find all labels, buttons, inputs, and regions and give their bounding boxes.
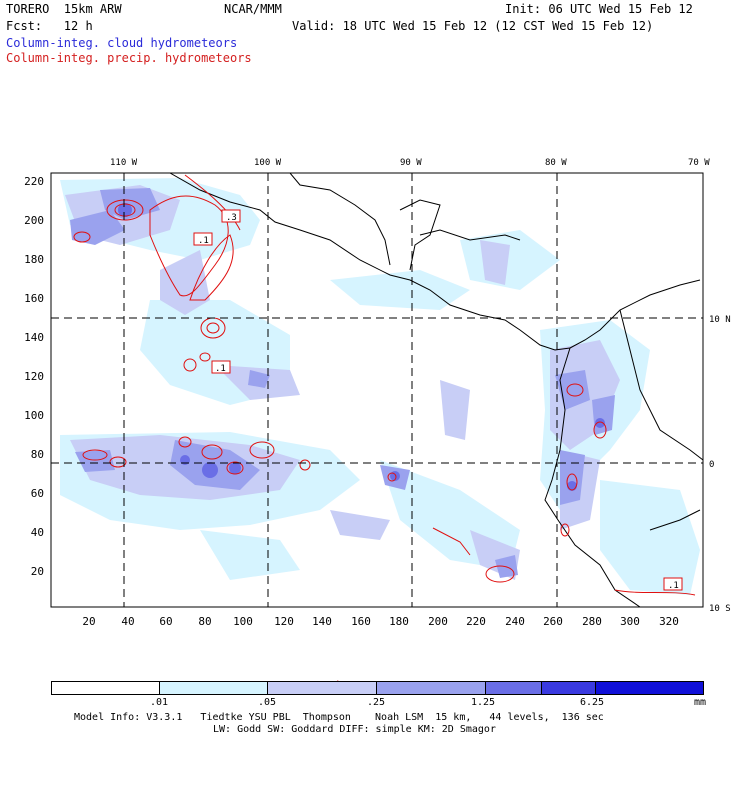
- y-label: 140: [24, 331, 44, 344]
- y-label: 40: [31, 526, 44, 539]
- coastlines: [169, 173, 703, 607]
- colorbar-segment: [268, 682, 377, 694]
- graticule: [51, 173, 703, 607]
- map-plot: .1 .3 .1 .1 110 W 100 W 90 W 80 W 70 W 1…: [24, 158, 731, 628]
- model-title: TORERO 15km ARW: [6, 2, 122, 16]
- x-label: 140: [312, 615, 332, 628]
- y-index-labels: 220 200 180 160 140 120 100 80 60 40 20: [24, 175, 44, 578]
- colorbar-tick: .05: [258, 697, 277, 708]
- precip-contours: [73, 174, 696, 596]
- colorbar-segment: [596, 682, 703, 694]
- latitude-labels: 10 N 0 10 S: [709, 315, 731, 614]
- model-info: Model Info: V3.3.1 Tiedtke YSU PBL Thomp…: [74, 712, 604, 723]
- colorbar-units: mm: [694, 697, 707, 708]
- valid-time: Valid: 18 UTC Wed 15 Feb 12 (12 CST Wed …: [292, 19, 654, 33]
- x-label: 40: [121, 615, 134, 628]
- contour-label: .1: [198, 236, 209, 246]
- lon-label: 90 W: [400, 158, 422, 168]
- y-label: 220: [24, 175, 44, 188]
- x-label: 180: [389, 615, 409, 628]
- colorbar-tick: .01: [150, 697, 169, 708]
- x-label: 100: [233, 615, 253, 628]
- y-label: 180: [24, 253, 44, 266]
- contour-label: .1: [215, 364, 226, 374]
- lat-label: 10 S: [709, 604, 731, 614]
- contour-label: .3: [226, 213, 237, 223]
- x-label: 220: [466, 615, 486, 628]
- longitude-labels: 110 W 100 W 90 W 80 W 70 W: [110, 158, 710, 168]
- colorbar-segment: [52, 682, 160, 694]
- contour-label-boxes: .1 .3 .1 .1: [193, 209, 683, 591]
- colorbar-segment: [486, 682, 542, 694]
- y-label: 80: [31, 448, 44, 461]
- colorbar-tick: 6.25: [580, 697, 605, 708]
- y-label: 100: [24, 409, 44, 422]
- colorbar-segment: [160, 682, 268, 694]
- x-label: 280: [582, 615, 602, 628]
- forecast-hour: Fcst: 12 h: [6, 19, 93, 33]
- x-index-labels: 20 40 60 80 100 120 140 160 180 200 220 …: [82, 615, 679, 628]
- center-label: NCAR/MMM: [224, 2, 282, 16]
- x-label: 20: [82, 615, 95, 628]
- x-label: 260: [543, 615, 563, 628]
- x-label: 200: [428, 615, 448, 628]
- map-frame: [50, 172, 704, 608]
- colorbar-segment: [542, 682, 596, 694]
- colorbar-tick: 1.25: [471, 697, 496, 708]
- x-label: 80: [198, 615, 211, 628]
- colorbar-segment: [377, 682, 486, 694]
- precip-field-label: Column-integ. precip. hydrometeors: [6, 51, 252, 65]
- contour-label: .1: [668, 581, 679, 591]
- y-label: 20: [31, 565, 44, 578]
- lon-label: 80 W: [545, 158, 567, 168]
- y-label: 160: [24, 292, 44, 305]
- x-label: 320: [659, 615, 679, 628]
- x-label: 300: [620, 615, 640, 628]
- y-label: 120: [24, 370, 44, 383]
- y-label: 200: [24, 214, 44, 227]
- cloud-field-label: Column-integ. cloud hydrometeors: [6, 36, 238, 50]
- colorbar: [51, 681, 704, 695]
- lat-label: 0: [709, 460, 714, 470]
- x-label: 160: [351, 615, 371, 628]
- lat-label: 10 N: [709, 315, 731, 325]
- x-label: 240: [505, 615, 525, 628]
- init-time: Init: 06 UTC Wed 15 Feb 12: [505, 2, 693, 16]
- lon-label: 70 W: [688, 158, 710, 168]
- lon-label: 100 W: [254, 158, 282, 168]
- colorbar-tick: .25: [367, 697, 386, 708]
- model-physics: LW: Godd SW: Goddard DIFF: simple KM: 2D…: [213, 724, 496, 735]
- y-label: 60: [31, 487, 44, 500]
- x-label: 60: [159, 615, 172, 628]
- cloud-hydrometeor-fill: [60, 178, 700, 595]
- lon-label: 110 W: [110, 158, 138, 168]
- x-label: 120: [274, 615, 294, 628]
